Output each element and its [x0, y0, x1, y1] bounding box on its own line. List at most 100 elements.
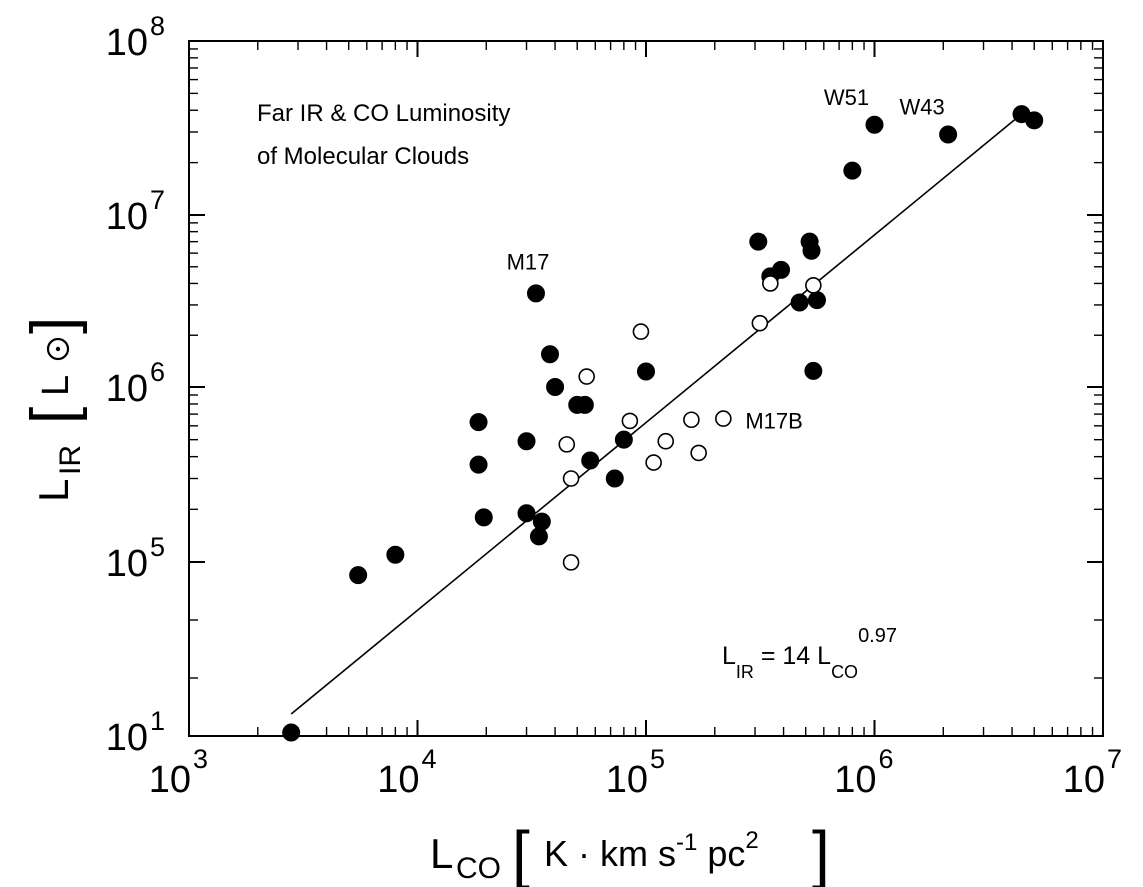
- open-data-point: [645, 454, 662, 471]
- y-tick-label: 10: [106, 717, 148, 759]
- equation-rhs-sub: CO: [831, 662, 858, 682]
- filled-data-point: [532, 512, 551, 531]
- x-unit-sup2: 2: [745, 827, 758, 854]
- y-tick-label: 10: [106, 196, 148, 238]
- chart-title-line-1: Far IR & CO Luminosity: [257, 100, 510, 127]
- filled-data-point: [517, 504, 536, 523]
- filled-data-point: [614, 430, 633, 449]
- filled-data-point: [807, 291, 826, 310]
- open-data-point: [632, 323, 650, 340]
- equation-lhs-sub: IR: [736, 662, 754, 682]
- open-data-point: [805, 277, 822, 294]
- filled-data-point: [939, 125, 958, 144]
- open-data-point: [683, 411, 700, 429]
- point-annotation: M17B: [745, 409, 802, 434]
- equation-lhs: L: [722, 642, 736, 670]
- open-data-point: [558, 436, 576, 453]
- fit-line: [290, 113, 1023, 715]
- open-data-point: [762, 275, 779, 292]
- y-tick-label-exponent: 7: [150, 185, 165, 215]
- x-tick-label-exponent: 3: [193, 744, 208, 774]
- open-data-point: [562, 470, 580, 487]
- filled-data-point: [1025, 111, 1044, 130]
- x-axis-label-sub: CO: [456, 852, 501, 885]
- open-data-point: [621, 412, 639, 430]
- filled-data-point: [540, 345, 559, 364]
- y-axis-label-main: L: [30, 479, 77, 502]
- filled-data-point: [526, 284, 545, 303]
- x-tick-labels: 10 3 10 4 10 5 10 6 10 7: [149, 744, 1122, 801]
- x-tick-label-exponent: 7: [1107, 744, 1122, 774]
- point-annotation: M17: [507, 249, 550, 274]
- x-unit-tail: pc: [697, 833, 745, 874]
- filled-data-point: [349, 566, 368, 585]
- point-annotation: W51: [824, 85, 869, 110]
- y-tick-label-exponent: 6: [150, 357, 165, 387]
- filled-data-point: [790, 293, 809, 312]
- filled-data-point: [605, 469, 624, 488]
- y-tick-label-exponent: 8: [150, 11, 165, 41]
- x-unit-main: K · km s: [544, 833, 676, 874]
- filled-data-point: [282, 723, 301, 742]
- y-axis-bracket-close: ]: [19, 317, 88, 334]
- x-tick-label: 10: [606, 759, 648, 801]
- filled-data-point: [637, 362, 655, 381]
- open-data-point: [715, 410, 732, 427]
- filled-data-point: [843, 161, 862, 180]
- x-axis-bracket-open: [: [512, 818, 530, 887]
- equation-rhs-sup: 0.97: [858, 625, 897, 647]
- y-tick-label-exponent: 1: [150, 706, 165, 736]
- filled-data-point: [772, 260, 791, 279]
- y-tick-label: 10: [106, 368, 148, 410]
- x-tick-label: 10: [834, 759, 876, 801]
- x-tick-label-exponent: 4: [422, 744, 437, 774]
- x-tick-label-exponent: 6: [879, 744, 894, 774]
- x-tick-label: 10: [1063, 759, 1105, 801]
- open-data-point: [690, 444, 707, 462]
- y-axis-label-sub: IR: [54, 445, 87, 475]
- data-points: [282, 105, 1044, 742]
- y-axis-label: L IR [ L ]: [19, 317, 88, 502]
- filled-data-point: [749, 232, 768, 251]
- open-data-point: [562, 554, 580, 571]
- x-axis-label-unit: K · km s-1 pc2: [544, 827, 759, 874]
- filled-data-point: [474, 508, 493, 527]
- y-tick-label-exponent: 5: [150, 532, 165, 562]
- x-tick-label-exponent: 5: [650, 744, 665, 774]
- y-tick-label: 10: [106, 543, 148, 585]
- open-data-point: [751, 314, 769, 332]
- filled-data-point: [546, 378, 565, 396]
- filled-data-point: [469, 413, 488, 432]
- filled-data-point: [469, 455, 488, 474]
- filled-data-point: [529, 527, 548, 546]
- point-annotation: W43: [900, 95, 945, 120]
- sun-symbol-icon: [46, 337, 70, 361]
- x-tick-label: 10: [377, 759, 419, 801]
- open-data-point: [657, 432, 675, 450]
- filled-data-point: [804, 361, 823, 380]
- y-axis-bracket-open: [: [19, 407, 88, 424]
- x-axis-label: L CO [ K · km s-1 pc2 ]: [430, 818, 830, 887]
- filled-data-point: [581, 451, 600, 470]
- x-axis-label-main: L: [430, 830, 453, 877]
- filled-data-point: [802, 241, 821, 260]
- y-tick-label: 10: [106, 22, 148, 64]
- y-tick-labels: 10 110 510 610 710 8: [106, 11, 165, 759]
- sun-symbol-dot: [55, 346, 61, 352]
- x-tick-label: 10: [149, 759, 191, 801]
- y-axis-label-unit: L: [35, 375, 77, 396]
- chart-title-line-2: of Molecular Clouds: [257, 143, 469, 170]
- x-axis-bracket-close: ]: [812, 818, 830, 887]
- fit-equation: LIR = 14 LCO0.97: [722, 625, 897, 682]
- filled-data-point: [865, 115, 884, 134]
- open-data-point: [578, 368, 595, 385]
- annotations: M17 M17B W51 W43: [507, 85, 945, 434]
- filled-data-point: [386, 545, 405, 564]
- x-unit-sup: -1: [676, 829, 697, 856]
- filled-data-point: [575, 395, 594, 414]
- filled-data-point: [517, 432, 536, 451]
- equation-mid: = 14 L: [754, 642, 831, 670]
- axis-ticks: [188, 40, 1104, 737]
